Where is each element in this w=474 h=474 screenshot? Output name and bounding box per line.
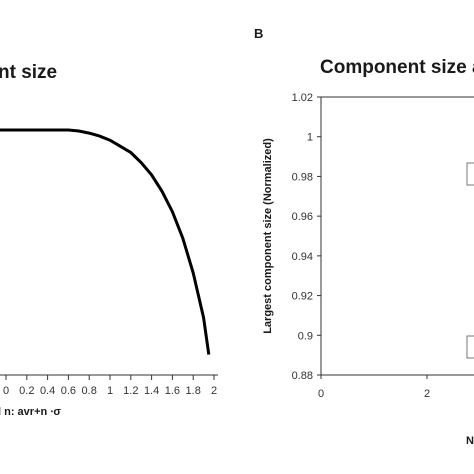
chart-b-x-axis-label: N (466, 435, 474, 447)
chart-b-x-tick-label: 2 (424, 388, 430, 400)
chart-a-x-tick-label: 0.2 (19, 385, 34, 397)
chart-a-series-line (0, 128, 211, 355)
chart-a-x-tick-label: 0.8 (82, 385, 97, 397)
chart-b-legend-box (466, 335, 474, 359)
chart-b-y-tick-label: 0.96 (292, 211, 313, 223)
chart-a-x-ticks: 0 0.2 0.4 0.6 0.8 1 1.2 1.4 1.6 1.8 2 (3, 375, 217, 397)
chart-a-x-axis-label: l n: avr+n ∙σ (0, 406, 61, 418)
chart-b-y-ticks: 0.88 0.9 0.92 0.94 0.96 0.98 1 1.02 (292, 92, 321, 382)
chart-b-legend-box (466, 162, 474, 186)
chart-b-y-tick-label: 0.9 (298, 330, 313, 342)
chart-a-x-tick-label: 1.4 (144, 385, 159, 397)
chart-b-y-tick-label: 0.88 (292, 370, 313, 382)
chart-b-y-tick-label: 0.98 (292, 171, 313, 183)
chart-b-y-axis-label: Largest component size (Normalized) (262, 138, 274, 334)
chart-a-x-tick-label: 1.2 (123, 385, 138, 397)
chart-a-x-tick-label: 0.4 (40, 385, 55, 397)
chart-a-x-tick-label: 2 (211, 385, 217, 397)
chart-a-x-tick-label: 0.6 (61, 385, 76, 397)
panel-a: nt size 0 0.2 0.4 0.6 0.8 1 1.2 1.4 1.6 1.8 2 l n:… (0, 62, 218, 418)
chart-b-x-tick-label: 0 (318, 388, 324, 400)
chart-b-y-tick-label: 0.92 (292, 291, 313, 303)
chart-b-plot-frame (320, 96, 474, 376)
chart-a-title: nt size (0, 62, 57, 83)
chart-b-y-tick-label: 1.02 (292, 92, 313, 104)
chart-a-x-tick-label: 1.8 (186, 385, 201, 397)
chart-b-title: Component size a (320, 57, 474, 78)
chart-b-y-tick-label: 1 (307, 132, 313, 144)
chart-a-x-tick-label: 1.6 (165, 385, 180, 397)
panel-b-letter: B (254, 26, 263, 41)
chart-a-x-tick-label: 1 (107, 385, 113, 397)
chart-a-x-tick-label: 0 (3, 385, 9, 397)
panel-b: B Component size a 0.880.90.920.940.960.… (254, 26, 474, 447)
chart-b-y-tick-label: 0.94 (292, 251, 313, 263)
